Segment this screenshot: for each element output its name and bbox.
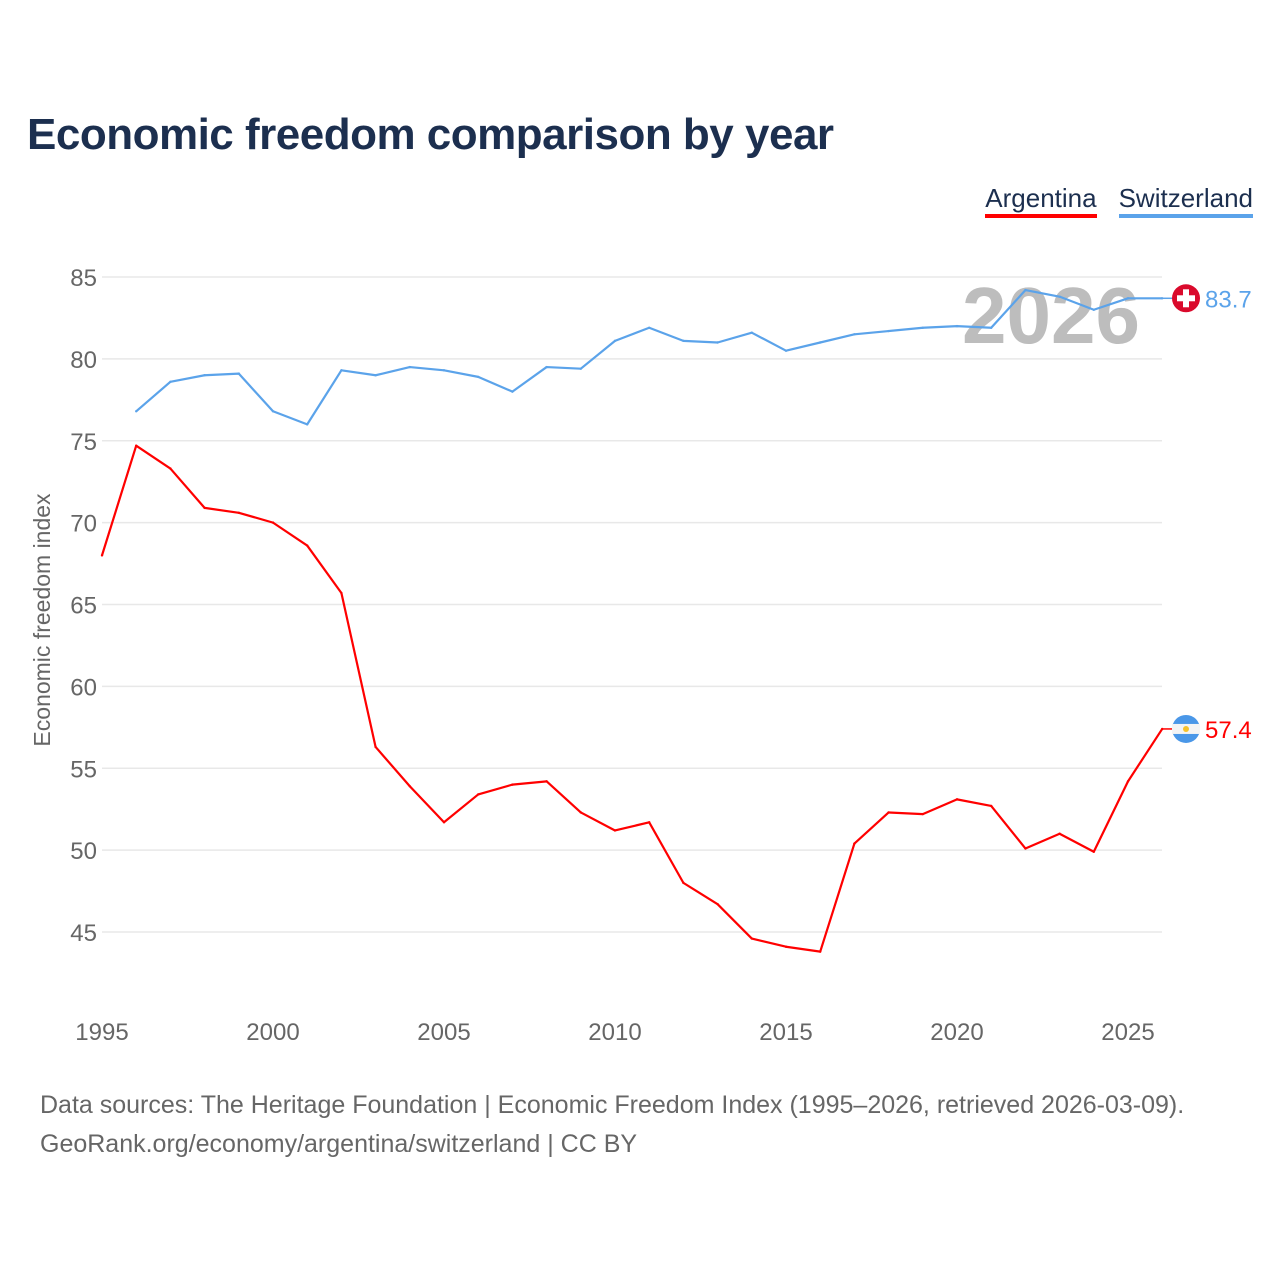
data-point — [545, 365, 548, 369]
data-point — [442, 369, 446, 372]
data-point — [169, 467, 172, 470]
data-point — [921, 812, 924, 816]
source-link[interactable]: GeoRank.org/economy/argentina/switzerlan… — [40, 1130, 638, 1158]
x-tick-label: 2010 — [588, 1019, 641, 1046]
data-point — [1126, 297, 1130, 300]
x-tick-label: 1995 — [75, 1019, 128, 1046]
data-point — [1024, 288, 1027, 292]
data-point — [203, 374, 206, 377]
data-point — [306, 544, 309, 547]
data-point — [716, 341, 719, 344]
data-point — [1024, 847, 1027, 850]
data-source: Data sources: The Heritage Foundation | … — [40, 1091, 1185, 1119]
data-point — [955, 798, 959, 801]
data-point — [784, 945, 788, 948]
data-point — [990, 804, 993, 808]
data-point — [1092, 850, 1096, 853]
data-point — [716, 902, 719, 906]
data-point — [271, 521, 275, 524]
legend-switzerland[interactable]: Switzerland — [1118, 183, 1253, 218]
data-point — [682, 339, 685, 343]
series-line-argentina — [100, 444, 1164, 953]
data-point — [1058, 295, 1061, 298]
data-point — [784, 349, 788, 352]
data-point — [648, 326, 651, 329]
data-point — [853, 842, 856, 845]
data-point — [682, 881, 685, 885]
data-point — [921, 326, 924, 329]
legend: Argentina Switzerland — [985, 183, 1253, 218]
y-tick-label: 55 — [70, 756, 97, 783]
data-point — [750, 937, 753, 940]
end-value-label: 83.7 — [1205, 286, 1252, 313]
data-point — [135, 410, 138, 413]
x-tick-label: 2025 — [1101, 1019, 1154, 1046]
data-point — [1126, 780, 1130, 783]
data-point — [887, 811, 890, 814]
data-point — [1092, 308, 1096, 311]
data-point — [955, 324, 959, 328]
y-tick-label: 65 — [70, 593, 97, 620]
y-tick-label: 60 — [70, 674, 97, 701]
data-point — [477, 793, 480, 796]
flag-sun — [1183, 725, 1189, 732]
data-point — [545, 780, 548, 783]
y-axis-label: Economic freedom index — [29, 493, 55, 747]
data-point — [819, 341, 822, 344]
data-point — [442, 821, 446, 824]
data-point — [511, 783, 514, 786]
data-point — [511, 390, 514, 393]
y-tick-label: 70 — [70, 511, 97, 538]
data-point — [613, 829, 617, 832]
data-point — [374, 745, 377, 749]
data-point — [477, 375, 480, 379]
y-tick-label: 75 — [70, 429, 97, 456]
y-tick-label: 45 — [70, 920, 97, 947]
data-point — [340, 369, 343, 372]
data-point — [408, 785, 411, 788]
data-point — [203, 506, 206, 510]
data-point — [169, 380, 172, 383]
x-tick-label: 2000 — [246, 1019, 299, 1046]
data-point — [887, 329, 890, 333]
x-tick-label: 2015 — [759, 1019, 812, 1046]
flag-cross — [1177, 295, 1195, 302]
chart-title: Economic freedom comparison by year — [27, 110, 834, 159]
data-point — [579, 811, 582, 814]
y-tick-label: 85 — [70, 265, 97, 292]
data-point — [819, 950, 822, 953]
year-watermark: 2026 — [962, 271, 1140, 360]
data-point — [237, 372, 240, 375]
data-point — [100, 554, 104, 557]
data-point — [135, 444, 138, 447]
data-point — [1058, 832, 1061, 835]
y-tick-label: 80 — [70, 347, 97, 374]
end-value-label: 57.4 — [1205, 717, 1252, 744]
y-tick-label: 50 — [70, 838, 97, 865]
data-point — [374, 374, 377, 377]
x-tick-label: 2005 — [417, 1019, 470, 1046]
legend-argentina[interactable]: Argentina — [985, 183, 1097, 218]
data-point — [853, 333, 856, 336]
data-point — [648, 821, 651, 824]
data-point — [750, 331, 753, 334]
data-point — [271, 410, 275, 413]
data-point — [613, 339, 617, 343]
data-point — [306, 423, 309, 426]
data-point — [408, 365, 411, 369]
x-tick-label: 2020 — [930, 1019, 983, 1046]
footer: Data sources: The Heritage Foundation | … — [40, 1086, 1184, 1164]
data-point — [579, 367, 582, 370]
data-point — [237, 511, 240, 514]
data-point — [340, 591, 343, 595]
data-point — [990, 326, 993, 329]
